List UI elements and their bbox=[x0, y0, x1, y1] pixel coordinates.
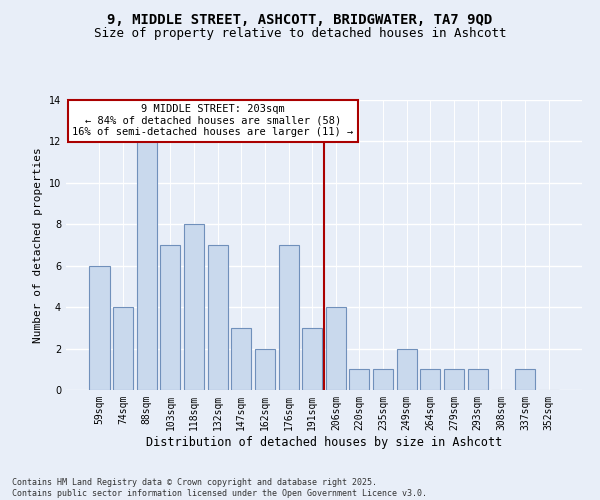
Bar bbox=[515, 370, 535, 390]
Bar bbox=[397, 348, 417, 390]
Text: Size of property relative to detached houses in Ashcott: Size of property relative to detached ho… bbox=[94, 28, 506, 40]
Bar bbox=[160, 245, 181, 390]
Bar bbox=[255, 348, 275, 390]
Bar bbox=[208, 245, 228, 390]
Y-axis label: Number of detached properties: Number of detached properties bbox=[33, 147, 43, 343]
Bar bbox=[113, 307, 133, 390]
Bar bbox=[467, 370, 488, 390]
Text: 9 MIDDLE STREET: 203sqm
← 84% of detached houses are smaller (58)
16% of semi-de: 9 MIDDLE STREET: 203sqm ← 84% of detache… bbox=[73, 104, 353, 138]
Bar bbox=[231, 328, 251, 390]
Text: Contains HM Land Registry data © Crown copyright and database right 2025.
Contai: Contains HM Land Registry data © Crown c… bbox=[12, 478, 427, 498]
Bar bbox=[184, 224, 204, 390]
Bar bbox=[89, 266, 110, 390]
Bar bbox=[444, 370, 464, 390]
Bar bbox=[137, 142, 157, 390]
Text: 9, MIDDLE STREET, ASHCOTT, BRIDGWATER, TA7 9QD: 9, MIDDLE STREET, ASHCOTT, BRIDGWATER, T… bbox=[107, 12, 493, 26]
Bar bbox=[302, 328, 322, 390]
X-axis label: Distribution of detached houses by size in Ashcott: Distribution of detached houses by size … bbox=[146, 436, 502, 448]
Bar bbox=[349, 370, 370, 390]
Bar bbox=[373, 370, 393, 390]
Bar bbox=[420, 370, 440, 390]
Bar bbox=[326, 307, 346, 390]
Bar bbox=[278, 245, 299, 390]
